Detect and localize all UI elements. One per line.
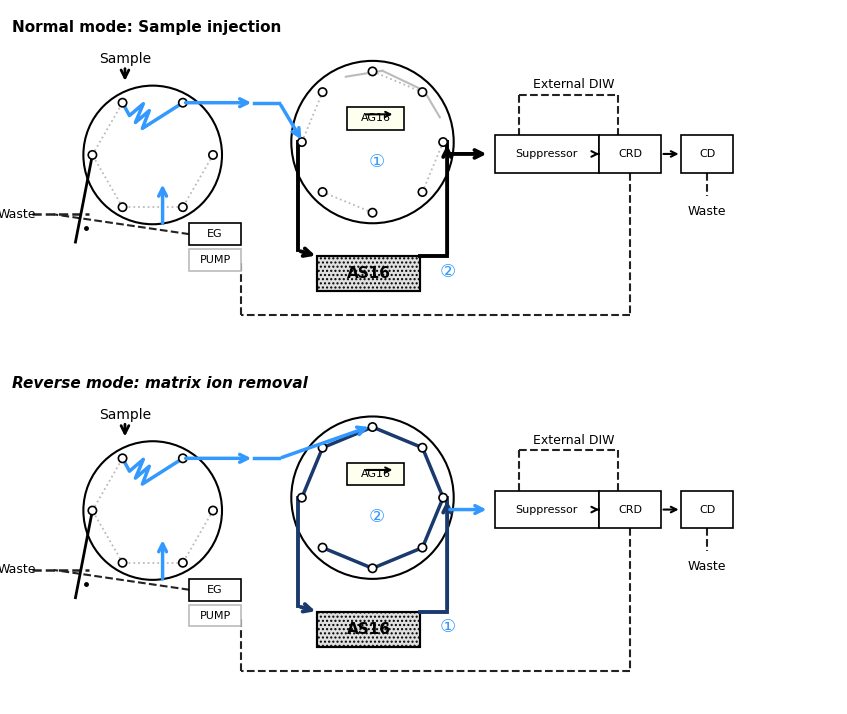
Text: ①: ①	[368, 153, 385, 171]
Text: Waste: Waste	[688, 560, 727, 573]
Text: CD: CD	[699, 505, 716, 515]
Text: CRD: CRD	[618, 505, 642, 515]
Circle shape	[179, 454, 187, 463]
Circle shape	[418, 443, 427, 452]
Circle shape	[179, 203, 187, 211]
Circle shape	[297, 493, 306, 502]
Text: ②: ②	[440, 263, 456, 281]
FancyBboxPatch shape	[346, 107, 404, 130]
Circle shape	[88, 151, 97, 159]
Circle shape	[179, 99, 187, 107]
Circle shape	[368, 564, 377, 573]
Text: Waste: Waste	[0, 208, 36, 221]
Text: CD: CD	[699, 149, 716, 159]
Text: AS16: AS16	[346, 266, 390, 281]
Text: Waste: Waste	[688, 205, 727, 218]
Circle shape	[368, 208, 377, 217]
Text: Sample: Sample	[99, 52, 151, 66]
Text: Sample: Sample	[99, 408, 151, 421]
Text: PUMP: PUMP	[199, 610, 230, 620]
Circle shape	[418, 543, 427, 552]
FancyBboxPatch shape	[317, 612, 420, 647]
Circle shape	[318, 88, 327, 96]
Text: EG: EG	[208, 585, 223, 595]
Circle shape	[88, 506, 97, 515]
Circle shape	[439, 493, 447, 502]
Circle shape	[318, 443, 327, 452]
Circle shape	[209, 506, 217, 515]
Text: External DIW: External DIW	[533, 433, 614, 447]
Circle shape	[119, 99, 127, 107]
FancyBboxPatch shape	[190, 249, 241, 271]
Text: Normal mode: Sample injection: Normal mode: Sample injection	[12, 20, 281, 35]
Text: EG: EG	[208, 229, 223, 239]
Circle shape	[119, 558, 127, 567]
FancyBboxPatch shape	[317, 256, 420, 291]
Circle shape	[119, 203, 127, 211]
FancyBboxPatch shape	[600, 135, 661, 173]
Text: AG16: AG16	[361, 114, 390, 124]
FancyBboxPatch shape	[190, 605, 241, 626]
FancyBboxPatch shape	[495, 135, 599, 173]
Circle shape	[418, 188, 427, 196]
Text: ②: ②	[368, 508, 385, 526]
Text: External DIW: External DIW	[533, 78, 614, 91]
Text: Suppressor: Suppressor	[516, 505, 578, 515]
FancyBboxPatch shape	[682, 491, 733, 528]
FancyBboxPatch shape	[190, 223, 241, 245]
Circle shape	[297, 138, 306, 146]
Text: ①: ①	[440, 618, 456, 636]
FancyBboxPatch shape	[682, 135, 733, 173]
Circle shape	[418, 88, 427, 96]
Text: CRD: CRD	[618, 149, 642, 159]
Text: Suppressor: Suppressor	[516, 149, 578, 159]
Text: Waste: Waste	[0, 563, 36, 576]
Text: AG16: AG16	[361, 469, 390, 479]
Circle shape	[439, 138, 447, 146]
Circle shape	[318, 543, 327, 552]
Text: PUMP: PUMP	[199, 255, 230, 265]
Circle shape	[209, 151, 217, 159]
Text: AS16: AS16	[346, 622, 390, 637]
FancyBboxPatch shape	[346, 463, 404, 486]
Circle shape	[119, 454, 127, 463]
Circle shape	[368, 67, 377, 76]
Circle shape	[318, 188, 327, 196]
Text: Reverse mode: matrix ion removal: Reverse mode: matrix ion removal	[12, 376, 308, 391]
Circle shape	[368, 423, 377, 431]
FancyBboxPatch shape	[600, 491, 661, 528]
FancyBboxPatch shape	[190, 579, 241, 600]
FancyBboxPatch shape	[495, 491, 599, 528]
Circle shape	[179, 558, 187, 567]
